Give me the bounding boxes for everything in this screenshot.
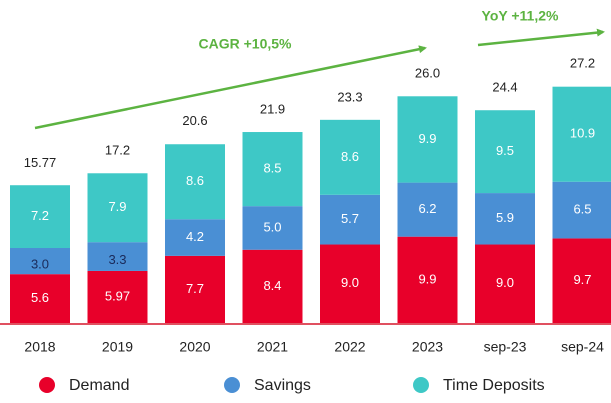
bar-segment — [552, 238, 611, 323]
bar-segment — [87, 270, 148, 323]
total-label: 24.4 — [492, 80, 517, 95]
value-label: 3.3 — [108, 252, 126, 267]
bar-segment — [397, 182, 458, 237]
value-label: 8.6 — [186, 173, 204, 188]
value-label: 5.0 — [263, 219, 281, 234]
legend-label: Time Deposits — [443, 377, 545, 394]
bar-segment — [320, 119, 380, 195]
bar-segment — [475, 110, 535, 194]
legend-swatch — [224, 377, 240, 393]
value-label: 7.2 — [31, 208, 49, 223]
bar-segment — [165, 219, 225, 256]
bar-segment — [10, 248, 70, 275]
annotation: CAGR +10,5% — [199, 36, 293, 52]
legend-label: Demand — [69, 377, 129, 394]
value-label: 10.9 — [570, 126, 595, 141]
value-label: 9.5 — [496, 143, 514, 158]
x-tick-label: 2019 — [102, 339, 133, 355]
x-tick-label: 2022 — [334, 339, 365, 355]
legend-swatch — [39, 377, 55, 393]
value-label: 5.6 — [31, 290, 49, 305]
value-label: 9.9 — [418, 271, 436, 286]
bar-segment — [87, 242, 148, 271]
x-tick-label: 2021 — [257, 339, 288, 355]
value-label: 9.0 — [341, 275, 359, 290]
x-tick-label: 2020 — [179, 339, 210, 355]
annotation: YoY +11,2% — [482, 8, 559, 24]
value-label: 9.7 — [573, 272, 591, 287]
total-label: 21.9 — [260, 101, 285, 116]
value-label: 8.5 — [263, 161, 281, 176]
bar-segment — [165, 144, 225, 220]
value-label: 8.6 — [341, 149, 359, 164]
value-label: 5.7 — [341, 211, 359, 226]
bar-segment — [552, 181, 611, 239]
legend-label: Savings — [254, 377, 311, 394]
bar-segment — [552, 86, 611, 182]
x-tick-label: 2023 — [412, 339, 443, 355]
value-label: 9.9 — [418, 131, 436, 146]
total-label: 27.2 — [570, 55, 595, 70]
bar-segment — [242, 206, 303, 250]
value-label: 7.7 — [186, 281, 204, 296]
x-tick-label: 2018 — [24, 339, 55, 355]
legend-swatch — [413, 377, 429, 393]
value-label: 6.2 — [418, 201, 436, 216]
total-label: 17.2 — [105, 142, 130, 157]
value-label: 7.9 — [108, 199, 126, 214]
x-tick-label: sep-24 — [561, 339, 604, 355]
trend-arrow — [34, 45, 427, 130]
trend-arrow — [477, 28, 605, 47]
bar-segment — [165, 255, 225, 323]
value-label: 8.4 — [263, 278, 281, 293]
total-label: 23.3 — [337, 89, 362, 104]
bar-segment — [320, 194, 380, 245]
value-label: 5.9 — [496, 210, 514, 225]
value-label: 3.0 — [31, 257, 49, 272]
value-label: 9.0 — [496, 275, 514, 290]
value-label: 5.97 — [105, 288, 130, 303]
bar-segment — [10, 185, 70, 249]
value-label: 4.2 — [186, 229, 204, 244]
bar-segment — [475, 193, 535, 245]
bar-segment — [242, 132, 303, 207]
x-tick-label: sep-23 — [484, 339, 527, 355]
bar-segment — [242, 249, 303, 323]
value-label: 6.5 — [573, 202, 591, 217]
bar-segment — [10, 274, 70, 323]
bar-segment — [87, 173, 148, 243]
bar-segment — [475, 244, 535, 323]
total-label: 26.0 — [415, 66, 440, 81]
bar-segment — [397, 236, 458, 323]
total-label: 15.77 — [24, 155, 57, 170]
total-label: 20.6 — [182, 113, 207, 128]
bar-segment — [397, 96, 458, 183]
bar-segment — [320, 244, 380, 323]
